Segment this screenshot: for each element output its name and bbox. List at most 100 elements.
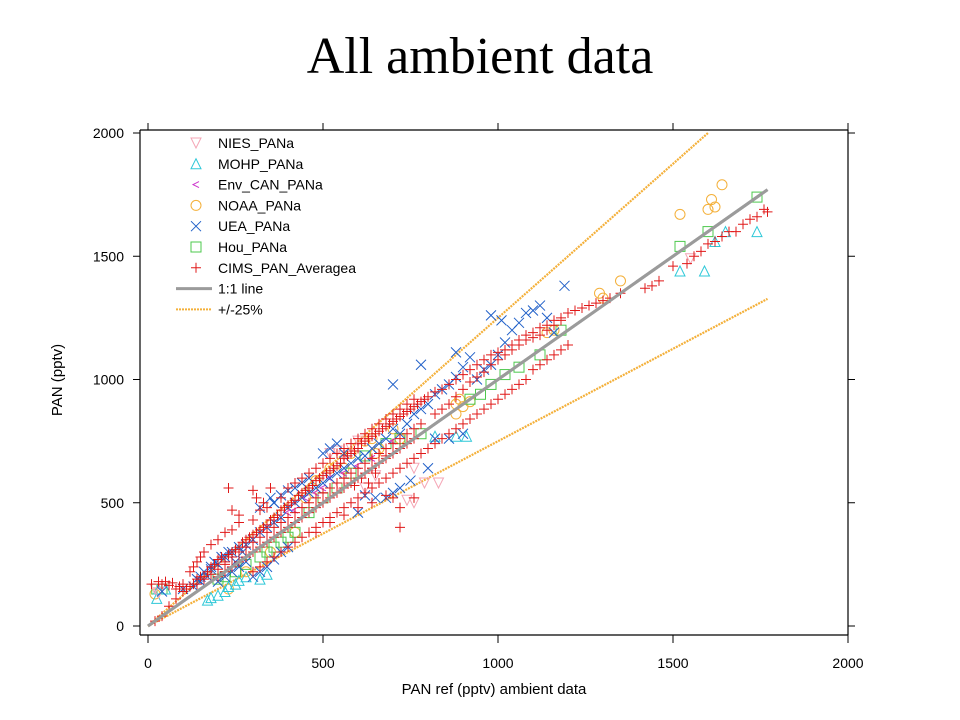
data-point-cims-pan-averagea	[738, 219, 748, 230]
data-point-cims-pan-averagea	[269, 522, 279, 533]
data-point-cims-pan-averagea	[563, 339, 573, 350]
data-point-cims-pan-averagea	[339, 473, 349, 484]
legend-marker-nies-pana	[190, 137, 202, 150]
data-point-cims-pan-averagea	[339, 510, 349, 521]
data-point-cims-pan-averagea	[451, 391, 461, 402]
data-point-cims-pan-averagea	[297, 532, 307, 543]
data-point-cims-pan-averagea	[500, 389, 510, 400]
data-point-cims-pan-averagea	[178, 586, 188, 597]
data-point-noaa-pana	[674, 208, 686, 220]
data-point-cims-pan-averagea	[297, 473, 307, 484]
data-point-cims-pan-averagea	[549, 349, 559, 360]
data-point-hou-pana	[702, 226, 714, 238]
data-point-cims-pan-averagea	[318, 487, 328, 498]
data-point-cims-pan-averagea	[276, 517, 286, 528]
data-point-cims-pan-averagea	[206, 539, 216, 550]
data-point-mohp-pana	[205, 591, 217, 604]
data-point-cims-pan-averagea	[248, 515, 258, 526]
data-point-cims-pan-averagea	[185, 581, 195, 592]
data-point-cims-pan-averagea	[710, 236, 720, 247]
data-point-cims-pan-averagea	[689, 251, 699, 262]
data-point-uea-pana	[405, 475, 416, 486]
data-point-nies-pana	[408, 462, 420, 475]
data-point-cims-pan-averagea	[269, 551, 279, 562]
data-point-uea-pana	[485, 310, 497, 321]
data-point-cims-pan-averagea	[647, 280, 657, 291]
data-point-cims-pan-averagea	[325, 482, 335, 493]
data-point-cims-pan-averagea	[332, 448, 342, 459]
data-point-cims-pan-averagea	[290, 507, 300, 518]
data-point-cims-pan-averagea	[472, 409, 482, 420]
data-point-cims-pan-averagea	[346, 497, 356, 508]
data-point-cims-pan-averagea	[591, 298, 601, 309]
data-point-cims-pan-averagea	[206, 569, 216, 580]
data-point-cims-pan-averagea	[223, 482, 234, 493]
data-point-cims-pan-averagea	[395, 433, 405, 444]
data-point-cims-pan-averagea	[465, 364, 475, 375]
data-point-cims-pan-averagea	[500, 349, 510, 360]
data-point-cims-pan-averagea	[465, 376, 475, 387]
data-point-mohp-pana	[222, 580, 235, 593]
data-point-cims-pan-averagea	[283, 482, 293, 493]
one-to-one-line-overlay	[147, 188, 769, 628]
data-point-cims-pan-averagea	[479, 354, 489, 365]
data-point-cims-pan-averagea	[332, 507, 342, 518]
y-tick-label: 500	[101, 495, 125, 511]
data-point-cims-pan-averagea	[416, 418, 426, 429]
legend-label: NOAA_PANa	[218, 197, 301, 213]
data-point-cims-pan-averagea	[353, 492, 363, 503]
data-point-cims-pan-averagea	[395, 522, 405, 533]
data-point-cims-pan-averagea	[507, 384, 517, 395]
data-point-cims-pan-averagea	[360, 487, 370, 498]
data-point-cims-pan-averagea	[311, 463, 321, 474]
data-point-cims-pan-averagea	[430, 438, 440, 449]
data-point-cims-pan-averagea	[388, 492, 398, 503]
data-point-cims-pan-averagea	[542, 354, 552, 365]
legend: NIES_PANa MOHP_PANa Env_CAN_PANa NOAA_PANa U…	[176, 135, 356, 317]
data-point-cims-pan-averagea	[262, 556, 272, 567]
data-point-cims-pan-averagea	[437, 404, 447, 415]
data-point-cims-pan-averagea	[409, 453, 419, 464]
data-point-mohp-pana	[240, 570, 252, 583]
legend-marker-mohp-pana	[190, 157, 202, 170]
data-point-cims-pan-averagea	[325, 517, 335, 528]
data-point-cims-pan-averagea	[402, 428, 412, 439]
data-point-cims-pan-averagea	[535, 359, 545, 370]
data-point-noaa-pana	[702, 203, 714, 215]
data-point-uea-pana	[373, 438, 385, 449]
data-point-cims-pan-averagea	[668, 261, 678, 272]
data-point-nies-pana	[401, 494, 413, 507]
data-point-cims-pan-averagea	[290, 537, 300, 548]
data-point-cims-pan-averagea	[283, 512, 293, 523]
data-point-cims-pan-averagea	[458, 369, 468, 380]
data-point-noaa-pana	[716, 179, 728, 191]
data-point-cims-pan-averagea	[276, 492, 286, 503]
plus-minus-25-line	[147, 297, 769, 627]
legend-marker-noaa-pana	[190, 199, 202, 211]
data-point-cims-pan-averagea	[276, 547, 286, 558]
data-point-uea-pana	[387, 379, 399, 390]
data-point-cims-pan-averagea	[395, 463, 405, 474]
data-point-cims-pan-averagea	[556, 344, 566, 355]
data-point-cims-pan-averagea	[213, 534, 223, 545]
data-point-cims-pan-averagea	[192, 579, 202, 590]
data-point-cims-pan-averagea	[444, 399, 454, 410]
data-point-cims-pan-averagea	[255, 561, 265, 572]
data-point-cims-pan-averagea	[402, 399, 412, 410]
data-point-cims-pan-averagea	[346, 468, 356, 479]
data-point-cims-pan-averagea	[486, 399, 496, 410]
data-point-cims-pan-averagea	[220, 559, 230, 570]
data-point-hou-pana	[751, 191, 763, 203]
data-point-cims-pan-averagea	[367, 497, 377, 508]
data-point-cims-pan-averagea	[486, 359, 496, 370]
data-point-cims-pan-averagea	[290, 478, 300, 489]
data-point-cims-pan-averagea	[458, 418, 468, 429]
data-point-cims-pan-averagea	[458, 384, 468, 395]
data-point-uea-pana	[331, 438, 343, 449]
legend-marker-cims-pan-averagea	[191, 262, 201, 273]
data-point-uea-pana	[534, 300, 546, 311]
data-point-cims-pan-averagea	[199, 574, 209, 585]
data-point-cims-pan-averagea	[472, 372, 482, 383]
data-point-uea-pana	[457, 361, 469, 373]
data-point-cims-pan-averagea	[227, 505, 237, 516]
